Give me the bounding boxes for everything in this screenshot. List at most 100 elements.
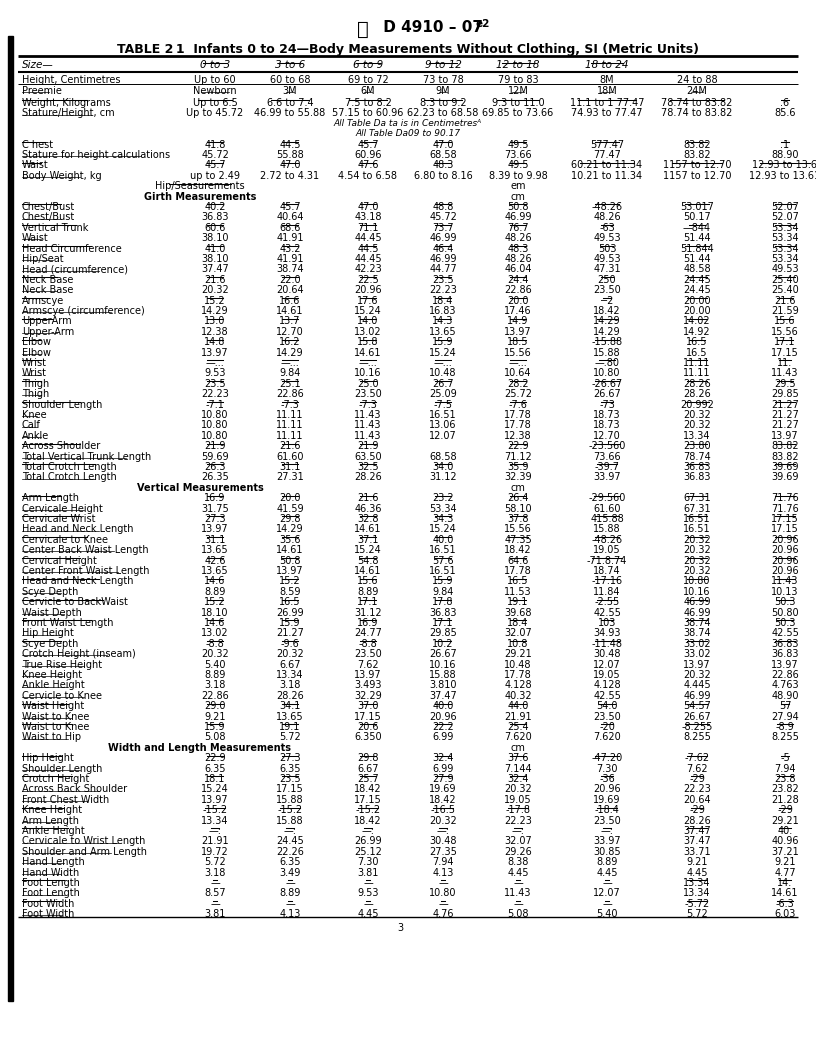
Text: Total Vertical Trunk Length: Total Vertical Trunk Length: [22, 452, 151, 461]
Text: 21.6: 21.6: [774, 296, 796, 305]
Text: 7.5 to 8.2: 7.5 to 8.2: [344, 98, 392, 108]
Text: 18.42: 18.42: [504, 545, 532, 555]
Text: 16.9: 16.9: [204, 493, 226, 504]
Text: 3.18: 3.18: [204, 680, 226, 691]
Text: 10.80: 10.80: [429, 888, 457, 899]
Text: 24M: 24M: [686, 86, 707, 96]
Text: 17.1: 17.1: [357, 598, 379, 607]
Text: 28.26: 28.26: [276, 691, 304, 701]
Text: 25.0: 25.0: [357, 379, 379, 389]
Text: 32.4: 32.4: [508, 774, 529, 784]
Text: 13.34: 13.34: [277, 670, 304, 680]
Text: -7.3: -7.3: [358, 399, 378, 410]
Text: 14.29: 14.29: [202, 306, 228, 316]
Text: 26.67: 26.67: [683, 712, 711, 721]
Text: —...: —...: [358, 358, 377, 367]
Text: 20.32: 20.32: [504, 785, 532, 794]
Text: 21.27: 21.27: [771, 399, 799, 410]
Text: 38.74: 38.74: [683, 628, 711, 639]
Text: 73.7: 73.7: [432, 223, 454, 232]
Text: Hand Width: Hand Width: [22, 868, 79, 878]
Text: 37.47: 37.47: [201, 264, 228, 275]
Text: 13.65: 13.65: [276, 712, 304, 721]
Text: Wrist: Wrist: [22, 369, 47, 378]
Text: 16.5: 16.5: [279, 598, 301, 607]
Text: 23.2: 23.2: [432, 493, 454, 504]
Text: 26.99: 26.99: [276, 607, 304, 618]
Text: 17.15: 17.15: [354, 712, 382, 721]
Text: 17.15: 17.15: [771, 514, 799, 524]
Text: 46.36: 46.36: [354, 504, 382, 513]
Text: 50.8: 50.8: [279, 555, 301, 566]
Text: Center Back Waist Length: Center Back Waist Length: [22, 545, 149, 555]
Text: —844: —844: [683, 223, 711, 232]
Text: 12.70: 12.70: [593, 431, 621, 440]
Text: 24.45: 24.45: [683, 285, 711, 296]
Text: 51.44: 51.44: [683, 254, 711, 264]
Text: Knee: Knee: [22, 410, 47, 420]
Text: -39.7: -39.7: [595, 461, 619, 472]
Text: 20.0: 20.0: [508, 296, 529, 305]
Text: 13.34: 13.34: [683, 888, 711, 899]
Text: 3.81: 3.81: [204, 909, 226, 919]
Text: 85.6: 85.6: [774, 109, 796, 118]
Text: Size—: Size—: [22, 60, 54, 70]
Text: Thigh: Thigh: [22, 390, 49, 399]
Text: 6.03: 6.03: [774, 909, 796, 919]
Text: 21.6: 21.6: [279, 441, 301, 451]
Text: 22.23: 22.23: [429, 285, 457, 296]
Text: 23.8: 23.8: [774, 774, 796, 784]
Text: Waist to Knee: Waist to Knee: [22, 722, 90, 732]
Text: Center Front Waist Length: Center Front Waist Length: [22, 566, 149, 576]
Text: 36.83: 36.83: [683, 461, 711, 472]
Text: .6: .6: [780, 98, 790, 108]
Text: 51.844: 51.844: [680, 244, 714, 253]
Text: 60.6: 60.6: [204, 223, 226, 232]
Text: 11.11: 11.11: [683, 369, 711, 378]
Text: 19.1: 19.1: [279, 722, 300, 732]
Text: 11.43: 11.43: [354, 410, 382, 420]
Text: 22.86: 22.86: [771, 670, 799, 680]
Text: 24.45: 24.45: [683, 275, 711, 285]
Text: 17.78: 17.78: [504, 566, 532, 576]
Text: 20.96: 20.96: [771, 534, 799, 545]
Text: -48.26: -48.26: [592, 534, 623, 545]
Text: 50.3: 50.3: [774, 598, 796, 607]
Text: Scye Depth: Scye Depth: [22, 639, 78, 648]
Text: 22.2: 22.2: [432, 722, 454, 732]
Text: 12.93 to 13.61: 12.93 to 13.61: [749, 171, 816, 181]
Text: 69.85 to 73.66: 69.85 to 73.66: [482, 109, 553, 118]
Text: 4.763: 4.763: [771, 680, 799, 691]
Text: 29.85: 29.85: [429, 628, 457, 639]
Text: 37.0: 37.0: [357, 701, 379, 711]
Text: 16.6: 16.6: [279, 296, 300, 305]
Text: 20.96: 20.96: [771, 555, 799, 566]
Text: 6.350: 6.350: [354, 733, 382, 742]
Text: 34.0: 34.0: [432, 461, 454, 472]
Text: 4.45: 4.45: [686, 868, 707, 878]
Text: 4.54 to 6.58: 4.54 to 6.58: [339, 171, 397, 181]
Text: Waist: Waist: [22, 161, 49, 170]
Text: 15.88: 15.88: [593, 347, 621, 358]
Text: 71.76: 71.76: [771, 504, 799, 513]
Text: 9M: 9M: [436, 86, 450, 96]
Text: Waist Height: Waist Height: [22, 701, 84, 711]
Text: 4.128: 4.128: [593, 680, 621, 691]
Text: 41.0: 41.0: [204, 244, 226, 253]
Text: Chest/Bust: Chest/Bust: [22, 202, 75, 212]
Text: Shoulder Length: Shoulder Length: [22, 763, 102, 774]
Text: 63.50: 63.50: [354, 452, 382, 461]
Text: -11.48: -11.48: [592, 639, 623, 648]
Text: -29: -29: [689, 774, 705, 784]
Text: -63: -63: [599, 223, 615, 232]
Text: 57: 57: [778, 701, 792, 711]
Text: 64.6: 64.6: [508, 555, 529, 566]
Text: −2: −2: [600, 296, 614, 305]
Text: 47.6: 47.6: [357, 161, 379, 170]
Text: Preemie: Preemie: [22, 86, 62, 96]
Text: Shoulder Length: Shoulder Length: [22, 399, 102, 410]
Text: 48.26: 48.26: [504, 233, 532, 243]
Text: 15.2: 15.2: [204, 598, 226, 607]
Text: 5.08: 5.08: [204, 733, 226, 742]
Text: 23.5: 23.5: [279, 774, 301, 784]
